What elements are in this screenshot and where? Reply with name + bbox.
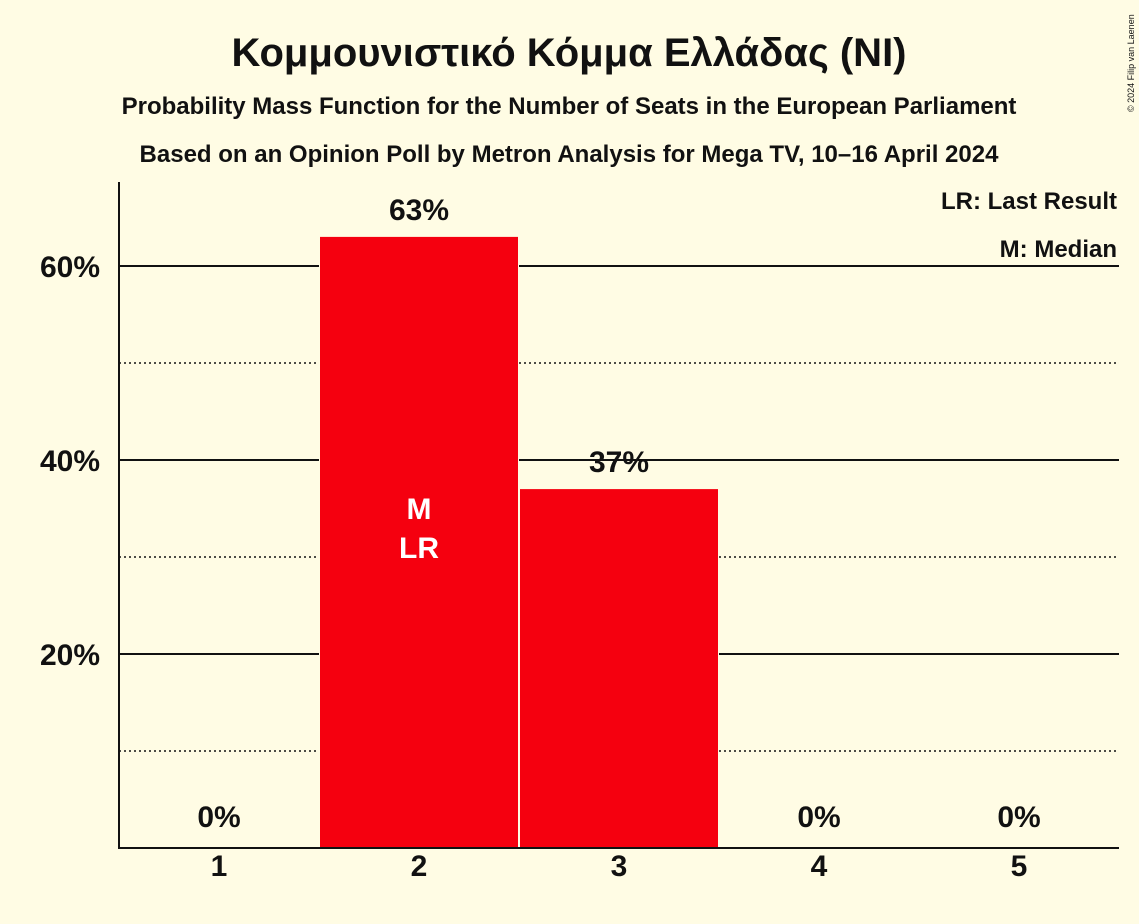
legend-median: M: Median (1000, 236, 1117, 263)
chart-subtitle-source: Based on an Opinion Poll by Metron Analy… (140, 141, 1000, 168)
x-tick-label-3: 3 (611, 850, 628, 883)
bar-labels: 0% 63% M LR 37% 0% 0% (197, 194, 1040, 834)
y-tick-label: 20% (40, 639, 100, 672)
x-tick-label-1: 1 (211, 850, 228, 883)
value-label-5: 0% (997, 801, 1040, 834)
copyright-notice: © 2024 Filip van Laenen (1126, 14, 1136, 112)
legend: LR: Last Result M: Median (941, 188, 1117, 263)
value-label-2: 63% (389, 194, 449, 227)
axes (118, 182, 1119, 849)
value-label-4: 0% (797, 801, 840, 834)
bar-marker-lr: LR (399, 532, 439, 565)
bar-seats-2 (320, 236, 518, 848)
chart-title: Κομμουνιστικό Κόμμα Ελλάδας (NI) (232, 31, 907, 75)
y-tick-label: 60% (40, 251, 100, 284)
y-tick-label: 40% (40, 445, 100, 478)
x-tick-label-4: 4 (811, 850, 828, 883)
value-label-3: 37% (589, 446, 649, 479)
legend-last-result: LR: Last Result (941, 188, 1117, 215)
bar-seats-3 (520, 489, 718, 848)
bars (319, 235, 719, 848)
value-label-1: 0% (197, 801, 240, 834)
x-tick-label-2: 2 (411, 850, 428, 883)
x-tick-label-5: 5 (1011, 850, 1028, 883)
chart-subtitle: Probability Mass Function for the Number… (122, 93, 1017, 120)
tick-labels: 1 2 3 4 5 20% 40% 60% (40, 251, 1027, 883)
bar-marker-m: M (407, 493, 432, 526)
